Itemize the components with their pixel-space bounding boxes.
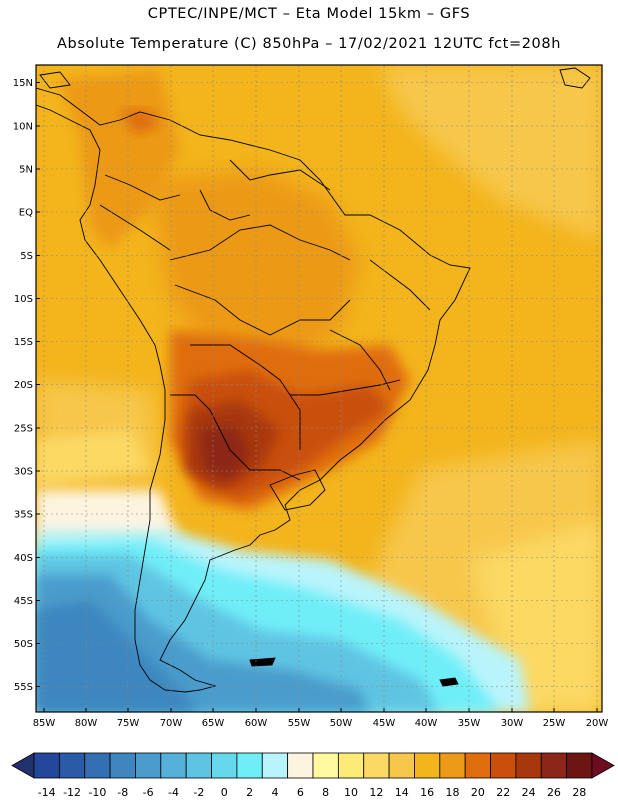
colorbar-swatch bbox=[515, 752, 542, 779]
colorbar-tick-label: 4 bbox=[271, 786, 278, 799]
lat-label-45s: 45S bbox=[14, 596, 33, 607]
lat-label-50s: 50S bbox=[14, 639, 33, 650]
lat-label-10n: 10N bbox=[13, 122, 33, 133]
colorbar-swatch bbox=[261, 752, 289, 779]
map-title-line-1: CPTEC/INPE/MCT – Eta Model 15km – GFS bbox=[147, 6, 471, 22]
lon-label-60w: 60W bbox=[245, 718, 268, 729]
lon-label-25w: 25W bbox=[543, 718, 566, 729]
colorbar-tick-label: 18 bbox=[446, 786, 460, 799]
temperature-colorbar: -14 -12 -10 -8 -6 -4 -2 0 2 4 6 8 10 12 14 16 18 20 22 24 26… bbox=[11, 752, 615, 799]
colorbar-tick-label: -6 bbox=[143, 786, 154, 799]
colorbar-tick-label: 22 bbox=[496, 786, 510, 799]
lat-label-35s: 35S bbox=[14, 510, 33, 521]
lon-label-55w: 55W bbox=[288, 718, 311, 729]
colorbar-swatch bbox=[363, 752, 390, 779]
lon-label-70w: 70W bbox=[160, 718, 183, 729]
colorbar-tick-label: 10 bbox=[344, 786, 358, 799]
colorbar-tick-label: 14 bbox=[395, 786, 409, 799]
lat-label-40s: 40S bbox=[14, 553, 33, 564]
colorbar-swatch bbox=[236, 752, 263, 779]
lat-label-30s: 30S bbox=[14, 467, 33, 478]
colorbar-tick-label: -8 bbox=[117, 786, 128, 799]
graticule bbox=[36, 65, 602, 712]
lon-label-30w: 30W bbox=[501, 718, 524, 729]
colorbar-tick-label: 28 bbox=[572, 786, 586, 799]
colorbar-over-arrow bbox=[591, 752, 615, 779]
colorbar-tick-label: -12 bbox=[63, 786, 81, 799]
coastline-and-borders bbox=[36, 67, 591, 693]
colorbar-swatch bbox=[337, 752, 365, 779]
colorbar-tick-label: -10 bbox=[88, 786, 106, 799]
lon-label-80w: 80W bbox=[75, 718, 98, 729]
lat-label-20s: 20S bbox=[14, 380, 33, 391]
colorbar-under-arrow bbox=[11, 752, 35, 779]
lat-label-55s: 55S bbox=[14, 682, 33, 693]
colorbar-swatch bbox=[33, 752, 60, 779]
colorbar-swatch bbox=[211, 752, 238, 779]
colorbar-tick-label: -4 bbox=[168, 786, 179, 799]
colorbar-tick-label: 24 bbox=[522, 786, 536, 799]
colorbar-swatch bbox=[566, 752, 593, 779]
lon-label-75w: 75W bbox=[117, 718, 140, 729]
colorbar-tick-label: 2 bbox=[246, 786, 253, 799]
colorbar-tick-label: -14 bbox=[38, 786, 56, 799]
map-frame bbox=[35, 64, 603, 713]
colorbar-swatch bbox=[540, 752, 568, 779]
colorbar-tick-label: 6 bbox=[297, 786, 304, 799]
colorbar-swatch bbox=[414, 752, 441, 779]
lat-label-25s: 25S bbox=[14, 424, 33, 435]
colorbar-tick-label: 0 bbox=[221, 786, 228, 799]
lat-label-15s: 15S bbox=[14, 337, 33, 348]
colorbar-swatch bbox=[109, 752, 136, 779]
lon-label-40w: 40W bbox=[415, 718, 438, 729]
colorbar-tick-label: 16 bbox=[420, 786, 434, 799]
lat-label-eq: EQ bbox=[19, 208, 33, 219]
colorbar-tick-label: 20 bbox=[471, 786, 485, 799]
colorbar-swatch bbox=[58, 752, 86, 779]
latitude-labels: 15N 10N 5N EQ 5S 10S 15S 20S 25S 30S 35S… bbox=[13, 78, 33, 693]
colorbar-swatch bbox=[135, 752, 162, 779]
lon-label-65w: 65W bbox=[202, 718, 225, 729]
colorbar-swatch bbox=[464, 752, 491, 779]
colorbar-swatch bbox=[388, 752, 415, 779]
lon-label-20w: 20W bbox=[586, 718, 609, 729]
colorbar-tick-label: -2 bbox=[193, 786, 204, 799]
lon-label-45w: 45W bbox=[373, 718, 396, 729]
colorbar-tick-label: 12 bbox=[369, 786, 383, 799]
lon-label-85w: 85W bbox=[33, 718, 56, 729]
colorbar-tick-label: 8 bbox=[322, 786, 329, 799]
map-title-line-2: Absolute Temperature (C) 850hPa – 17/02/… bbox=[57, 36, 561, 52]
longitude-labels: 85W 80W 75W 70W 65W 60W 55W 50W 45W 40W … bbox=[33, 718, 609, 729]
temperature-field bbox=[36, 65, 602, 712]
lat-label-5s: 5S bbox=[20, 251, 33, 262]
colorbar-tick-label: 26 bbox=[547, 786, 561, 799]
lon-label-50w: 50W bbox=[330, 718, 353, 729]
colorbar-swatch bbox=[312, 752, 339, 779]
lat-label-10s: 10S bbox=[14, 294, 33, 305]
colorbar-swatch bbox=[84, 752, 111, 779]
lat-label-15n: 15N bbox=[13, 78, 33, 89]
latitude-tick-marks bbox=[36, 82, 40, 687]
lon-label-35w: 35W bbox=[458, 718, 481, 729]
colorbar-swatch bbox=[490, 752, 517, 779]
lat-label-5n: 5N bbox=[19, 165, 33, 176]
colorbar-swatch bbox=[185, 752, 212, 779]
longitude-tick-marks bbox=[43, 708, 598, 712]
colorbar-swatch bbox=[287, 752, 314, 779]
colorbar-swatch bbox=[439, 752, 466, 779]
colorbar-swatch bbox=[160, 752, 187, 779]
